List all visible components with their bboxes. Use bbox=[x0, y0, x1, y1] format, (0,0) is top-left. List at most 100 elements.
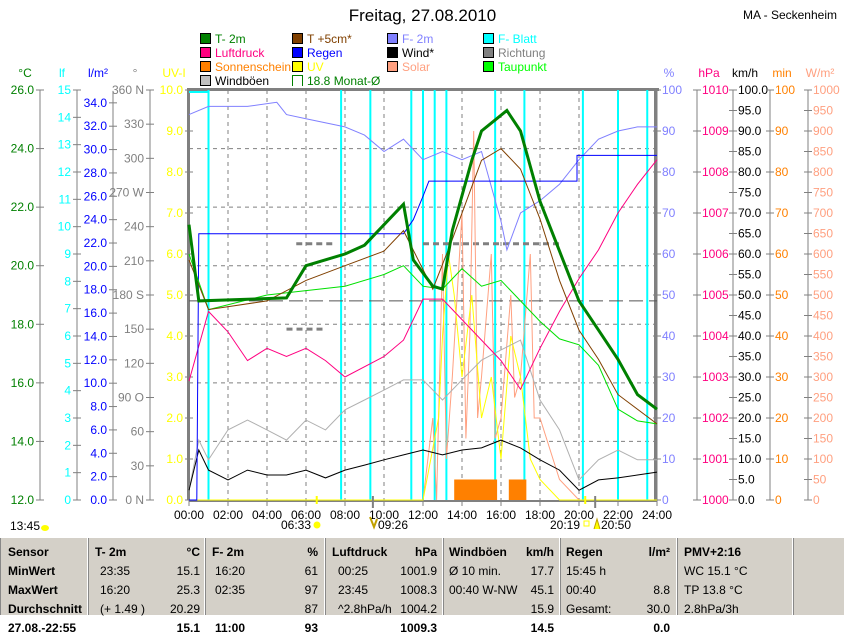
legend-label: UV bbox=[307, 59, 324, 74]
x-tick-label: 00:00 bbox=[174, 508, 204, 522]
axis-tick-label: 18.0 bbox=[84, 283, 108, 297]
axis-tick-label: 3 bbox=[64, 411, 71, 425]
axis-tick-label: 30 bbox=[131, 459, 145, 473]
axis-tick-label: 60 bbox=[662, 247, 676, 261]
table-cell: 27.08.-22:55 bbox=[8, 621, 77, 635]
time-marker-left: 13:45 bbox=[10, 519, 40, 533]
x-tick-label: 18:00 bbox=[525, 508, 555, 522]
axis-unit-pct: % bbox=[664, 66, 675, 80]
series-solar bbox=[189, 130, 657, 501]
legend-swatch bbox=[292, 47, 303, 58]
sunrise-time: 06:33 bbox=[281, 518, 311, 532]
axis-tick-label: 8.0 bbox=[166, 165, 183, 179]
axis-tick-label: 100 bbox=[775, 83, 795, 97]
table-cell: Durchschnitt bbox=[8, 602, 83, 616]
axis-tick-label: 6.0 bbox=[166, 247, 183, 261]
legend-swatch bbox=[483, 61, 494, 72]
legend-item: Regen bbox=[292, 46, 342, 60]
axis-tick-label: 18.0 bbox=[11, 317, 35, 331]
axis-tick-label: 25.0 bbox=[738, 391, 762, 405]
axis-tick-label: 40 bbox=[662, 329, 676, 343]
legend-label: T +5cm* bbox=[307, 31, 352, 46]
axis-tick-label: 20.0 bbox=[84, 259, 108, 273]
sun-icon bbox=[313, 521, 321, 529]
series-taupunkt bbox=[188, 253, 658, 425]
axis-tick-label: 85.0 bbox=[738, 145, 762, 159]
axis-tick-label: 100 bbox=[662, 83, 682, 97]
table-cell: °C bbox=[186, 545, 200, 559]
axis-tick-label: 90 bbox=[775, 124, 789, 138]
axis-tick-label: 75.0 bbox=[738, 186, 762, 200]
sunshine-bar bbox=[508, 479, 527, 500]
axis-tick-label: 400 bbox=[813, 329, 833, 343]
table-cell: 25.3 bbox=[176, 583, 200, 597]
x-tick-label: 08:00 bbox=[330, 508, 360, 522]
table-column bbox=[88, 538, 205, 615]
axis-tick-label: 850 bbox=[813, 145, 833, 159]
axis-tick-label: 90 O bbox=[118, 391, 144, 405]
plot-right-border bbox=[654, 90, 657, 500]
table-cell: 02:35 bbox=[215, 583, 246, 597]
legend-label: F- Blatt bbox=[498, 31, 537, 46]
series-t-5cm- bbox=[188, 147, 658, 425]
axis-tick-label: 3.0 bbox=[166, 370, 183, 384]
axis-tick-label: 0 bbox=[775, 493, 782, 507]
axis-tick-label: 7.0 bbox=[166, 206, 183, 220]
x-tick-label: 16:00 bbox=[486, 508, 516, 522]
legend-label: F- 2m bbox=[402, 31, 434, 46]
axis-tick-label: 24.0 bbox=[84, 213, 108, 227]
axis-unit-wm2: W/m² bbox=[806, 66, 835, 80]
axis-tick-label: 60 bbox=[775, 247, 789, 261]
table-cell: hPa bbox=[414, 545, 437, 559]
axis-tick-label: 0.0 bbox=[166, 493, 183, 507]
axis-tick-label: 30.0 bbox=[738, 370, 762, 384]
table-cell: Gesamt: bbox=[566, 602, 612, 616]
axis-tick-label: 1010 bbox=[702, 83, 729, 97]
axis-tick-label: 50 bbox=[775, 288, 789, 302]
axis-tick-label: 34.0 bbox=[84, 96, 108, 110]
table-cell: 00:25 bbox=[338, 564, 369, 578]
table-cell: 0.0 bbox=[653, 621, 670, 635]
table-cell: 00:40 bbox=[566, 583, 597, 597]
axis-tick-label: 5.0 bbox=[166, 288, 183, 302]
table-cell: 17.7 bbox=[530, 564, 554, 578]
axis-tick-label: 12 bbox=[58, 165, 72, 179]
series-windb-en bbox=[188, 339, 657, 491]
legend-swatch bbox=[200, 33, 211, 44]
legend-item: F- Blatt bbox=[483, 31, 537, 46]
axis-tick-label: 8.0 bbox=[90, 400, 107, 414]
axis-tick-label: 14.0 bbox=[84, 329, 108, 343]
table-cell: 23:45 bbox=[338, 583, 369, 597]
axis-tick-label: 5 bbox=[64, 356, 71, 370]
axis-tick-label: 50.0 bbox=[738, 288, 762, 302]
axis-tick-label: 30 bbox=[775, 370, 789, 384]
axis-tick-label: 4 bbox=[64, 384, 71, 398]
axis-tick-label: 60.0 bbox=[738, 247, 762, 261]
legend-item: Sonnenschein bbox=[200, 60, 291, 74]
legend-label: Richtung bbox=[498, 45, 546, 60]
axis-tick-label: 10 bbox=[58, 220, 72, 234]
legend-swatch bbox=[483, 47, 494, 58]
axis-tick-label: 80 bbox=[775, 165, 789, 179]
table-cell: 45.1 bbox=[530, 583, 554, 597]
series-wind- bbox=[188, 439, 658, 491]
axis-tick-label: 300 bbox=[124, 151, 144, 165]
axis-tick-label: 70.0 bbox=[738, 206, 762, 220]
legend-swatch bbox=[387, 61, 398, 72]
axis-tick-label: 150 bbox=[124, 322, 144, 336]
legend-label: Taupunkt bbox=[498, 59, 547, 74]
axis-tick-label: 0 bbox=[813, 493, 820, 507]
legend-item: Taupunkt bbox=[483, 59, 547, 74]
axis-tick-label: 4.0 bbox=[90, 446, 107, 460]
legend-item: Richtung bbox=[483, 45, 546, 60]
series-luftdruck bbox=[188, 159, 658, 391]
moonrise-arrow-icon bbox=[593, 517, 601, 530]
axis-tick-label: 28.0 bbox=[84, 166, 108, 180]
table-cell: (+ 1.49 ) bbox=[100, 602, 146, 616]
axis-tick-label: 50 bbox=[813, 473, 827, 487]
cloud-icon bbox=[41, 525, 49, 531]
table-cell: 1004.2 bbox=[400, 602, 437, 616]
legend-label: Luftdruck bbox=[215, 45, 265, 60]
axis-tick-label: 120 bbox=[124, 356, 144, 370]
axis-tick-label: 800 bbox=[813, 165, 833, 179]
